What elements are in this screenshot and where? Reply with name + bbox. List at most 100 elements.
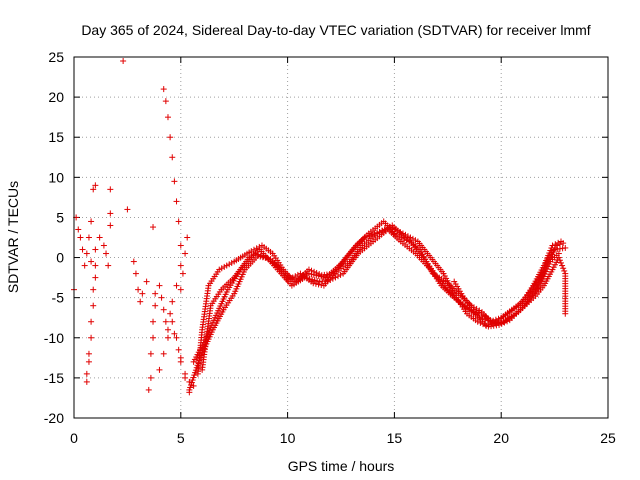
data-point	[392, 226, 399, 233]
x-tick-label: 0	[70, 430, 78, 446]
data-point	[428, 268, 435, 275]
data-point	[482, 322, 489, 329]
data-point	[359, 236, 366, 243]
data-point	[207, 305, 214, 312]
data-point	[137, 298, 144, 305]
data-point	[480, 321, 487, 328]
data-point	[184, 234, 191, 241]
data-point	[560, 265, 567, 272]
data-point	[177, 242, 184, 249]
data-point	[314, 277, 321, 284]
data-point	[264, 255, 271, 262]
y-tick-label: 20	[48, 89, 64, 105]
data-point	[436, 280, 443, 287]
data-point	[240, 268, 247, 275]
data-point	[92, 182, 99, 189]
data-point	[548, 268, 555, 275]
data-point	[410, 248, 417, 255]
plot-frame	[73, 56, 609, 419]
data-point	[539, 284, 546, 291]
data-point	[164, 114, 171, 121]
data-point	[495, 319, 502, 326]
data-point	[107, 222, 114, 229]
data-point	[88, 218, 95, 225]
data-point	[216, 288, 223, 295]
x-axis-label: GPS time / hours	[288, 458, 395, 474]
data-point	[389, 225, 396, 232]
data-point	[152, 290, 159, 297]
data-point	[561, 267, 568, 274]
data-point	[107, 210, 114, 217]
x-tick-label: 15	[387, 430, 403, 446]
y-tick-label: -15	[44, 370, 64, 386]
data-point	[85, 234, 92, 241]
y-tick-label: 15	[48, 129, 64, 145]
y-axis-label: SDTVAR / TECUs	[5, 181, 21, 293]
data-point	[259, 254, 266, 261]
data-point	[208, 329, 215, 336]
data-point	[177, 262, 184, 269]
data-point	[120, 58, 127, 65]
data-point	[504, 316, 511, 323]
data-point	[223, 288, 230, 295]
data-point	[75, 226, 82, 233]
data-point	[449, 292, 456, 299]
y-tick-label: 5	[56, 209, 64, 225]
data-point	[175, 218, 182, 225]
data-point	[177, 358, 184, 365]
data-point	[394, 227, 401, 234]
data-point	[167, 310, 174, 317]
data-point	[537, 280, 544, 287]
chart-title: Day 365 of 2024, Sidereal Day-to-day VTE…	[81, 22, 590, 38]
data-point	[472, 317, 479, 324]
data-point	[453, 288, 460, 295]
data-point	[426, 252, 433, 259]
data-point	[562, 288, 569, 295]
data-point	[169, 298, 176, 305]
data-point	[530, 295, 537, 302]
data-point	[252, 254, 259, 261]
data-point	[492, 319, 499, 326]
data-point	[257, 253, 264, 260]
data-point	[143, 278, 150, 285]
data-point	[198, 329, 205, 336]
data-point	[438, 268, 445, 275]
data-point	[179, 270, 186, 277]
data-point	[384, 225, 391, 232]
y-tick-label: -10	[44, 330, 64, 346]
data-point	[160, 350, 167, 357]
data-point	[219, 308, 226, 315]
data-point	[550, 248, 557, 255]
data-point	[167, 134, 174, 141]
data-point	[304, 268, 311, 275]
data-point	[79, 246, 86, 253]
data-point	[156, 366, 163, 373]
data-point	[278, 267, 285, 274]
data-point	[478, 310, 485, 317]
data-point	[335, 273, 342, 280]
data-point	[376, 229, 383, 236]
y-axis: -20 -15 -10 -5 0 5 10 15 20 25	[44, 49, 608, 426]
data-point	[545, 263, 552, 270]
data-point	[124, 206, 131, 213]
data-point	[81, 262, 88, 269]
data-point	[253, 245, 260, 252]
data-point	[83, 250, 90, 257]
y-tick-label: 25	[48, 49, 64, 65]
data-point	[92, 262, 99, 269]
data-point	[558, 259, 565, 266]
data-point	[173, 282, 180, 289]
data-point	[214, 268, 221, 275]
data-point	[316, 271, 323, 278]
data-point	[311, 268, 318, 275]
data-point	[150, 318, 157, 325]
x-tick-label: 5	[177, 430, 185, 446]
y-tick-label: -5	[52, 290, 65, 306]
data-point	[468, 304, 475, 311]
data-point	[92, 274, 99, 281]
data-point	[186, 378, 193, 385]
data-point	[556, 257, 563, 264]
data-point	[90, 186, 97, 193]
data-point	[160, 306, 167, 313]
